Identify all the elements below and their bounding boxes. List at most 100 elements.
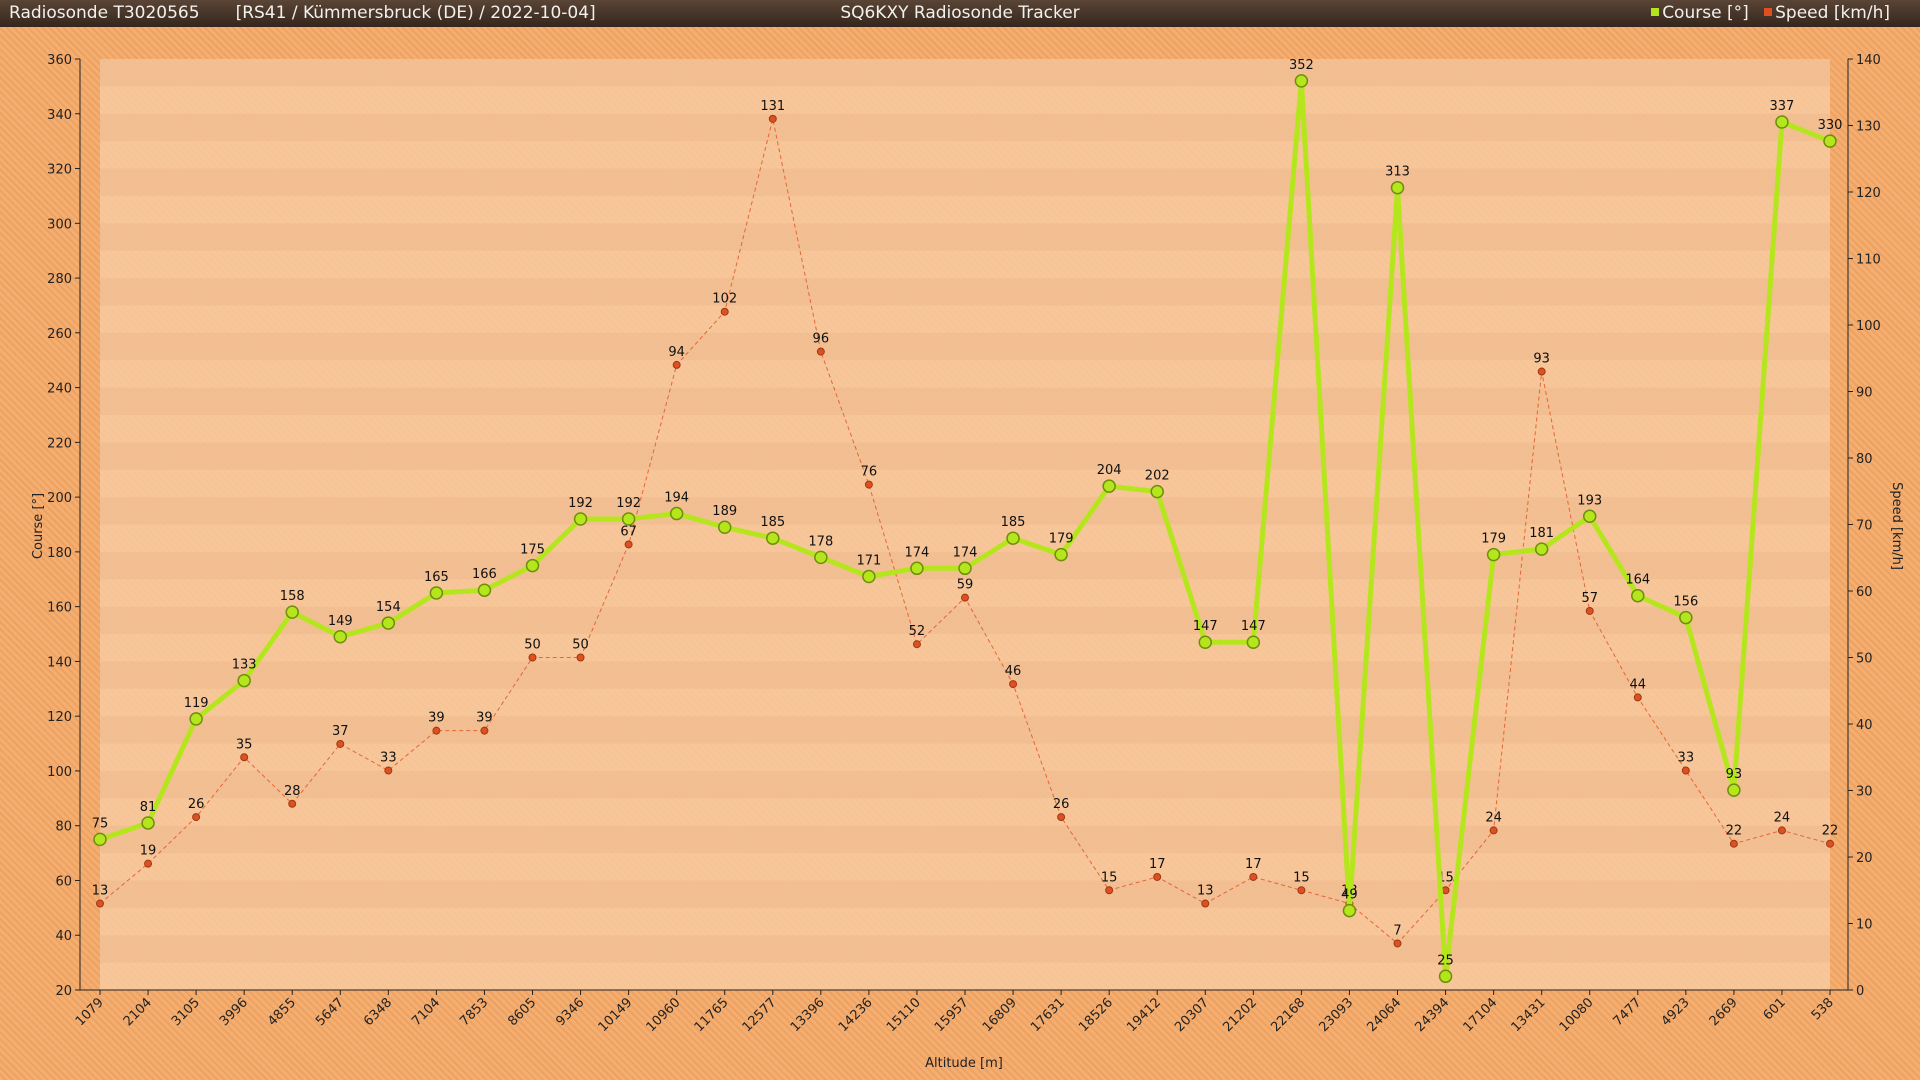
course-point [1150,484,1164,499]
plot-band [100,387,1830,415]
speed-data-label: 19 [140,844,157,859]
speed-data-label: 93 [1533,352,1550,367]
x-tick-label: 24064 [1364,995,1404,1035]
course-data-label: 337 [1770,99,1795,114]
speed-point [1729,839,1738,848]
course-point [1198,635,1213,649]
speed-data-label: 24 [1485,810,1502,825]
x-tick-label: 538 [1809,995,1837,1023]
speed-point [1489,826,1498,835]
speed-data-label: 26 [188,797,205,812]
speed-data-label: 102 [712,292,737,307]
x-tick-label: 7853 [457,995,491,1029]
course-point [573,512,588,526]
speed-data-label: 57 [1581,591,1598,606]
x-tick-label: 5647 [313,995,347,1029]
y-tick-label: 220 [47,436,72,451]
course-point [717,520,732,534]
x-tick-label: 12577 [740,995,780,1035]
course-point [1775,115,1789,129]
speed-data-label: 94 [668,345,685,360]
course-point [477,583,492,597]
course-point [1102,479,1116,493]
x-tick-label: 7104 [409,995,443,1029]
y2-tick-label: 120 [1856,186,1881,201]
course-point [237,673,251,688]
course-point [429,586,444,600]
course-data-label: 156 [1673,595,1698,610]
x-tick-label: 2104 [121,995,155,1029]
speed-data-label: 15 [1293,870,1310,885]
y-tick-label: 40 [55,929,72,944]
legend-course: Course [°] [1651,3,1749,23]
x-tick-label: 19412 [1124,995,1164,1035]
course-swatch-icon [1651,8,1660,16]
speed-data-label: 35 [236,737,253,752]
course-data-label: 154 [376,600,401,615]
y-tick-label: 200 [47,491,72,506]
course-point [141,816,155,830]
x-tick-label: 14236 [836,995,876,1035]
legend-course-label: Course [°] [1662,3,1749,23]
speed-data-label: 7 [1393,923,1401,938]
course-data-label: 147 [1241,619,1266,634]
y2-tick-label: 50 [1856,652,1873,667]
y2-tick-label: 130 [1856,120,1881,135]
speed-data-label: 37 [332,724,349,739]
y-tick-label: 340 [47,108,72,123]
x-tick-label: 10149 [596,995,636,1035]
speed-point [1249,872,1258,881]
x-tick-label: 1079 [73,995,107,1029]
course-point [1342,903,1357,918]
speed-point [864,480,873,489]
x-axis-label: Altitude [m] [925,1056,1003,1071]
y2-tick-label: 140 [1856,53,1881,68]
x-tick-label: 3996 [217,995,251,1029]
y-tick-label: 240 [47,382,72,397]
x-tick-label: 16809 [980,995,1020,1035]
speed-point [768,114,777,123]
speed-data-label: 52 [909,624,926,639]
x-tick-label: 15957 [932,995,972,1035]
course-point [1582,509,1597,524]
course-point [1006,531,1020,545]
y2-tick-label: 110 [1856,253,1881,268]
course-data-label: 192 [616,496,641,511]
y-tick-label: 80 [55,820,72,835]
y2-tick-label: 10 [1856,918,1873,933]
y-tick-label: 180 [47,546,72,561]
speed-data-label: 131 [760,99,785,114]
course-data-label: 179 [1049,532,1074,547]
course-series: 75 81 119 133 158 149 154 165 166 175 192 192 194 189… [92,58,1843,984]
y2-tick-label: 100 [1856,319,1881,334]
course-point [1534,542,1549,556]
course-data-label: 119 [184,696,209,711]
course-data-label: 174 [905,545,930,560]
course-data-label: 93 [1726,767,1743,782]
y-tick-label: 320 [47,163,72,178]
sonde-subtitle: [RS41 / Kümmersbruck (DE) / 2022-10-04] [235,3,596,23]
x-tick-label: 4855 [265,995,299,1029]
speed-point [192,813,201,822]
course-data-label: 81 [140,800,157,815]
y2-tick-label: 90 [1856,386,1873,401]
plot-band [100,770,1830,799]
speed-point [144,859,153,868]
x-tick-label: 20307 [1172,995,1212,1035]
plot-band [100,497,1830,525]
y-tick-label: 280 [47,272,72,287]
y-tick-label: 160 [47,601,72,616]
course-data-label: 330 [1818,118,1843,133]
speed-point [432,726,441,735]
course-data-label: 352 [1289,58,1314,73]
plot-band [100,661,1830,689]
speed-data-label: 46 [1005,664,1022,679]
course-point [1679,610,1693,625]
course-point [1294,74,1309,88]
speed-point [240,753,249,762]
speed-point [1297,886,1306,895]
y-tick-label: 300 [47,217,72,232]
course-point [958,561,972,576]
speed-point [720,307,729,316]
course-data-label: 158 [280,589,305,604]
